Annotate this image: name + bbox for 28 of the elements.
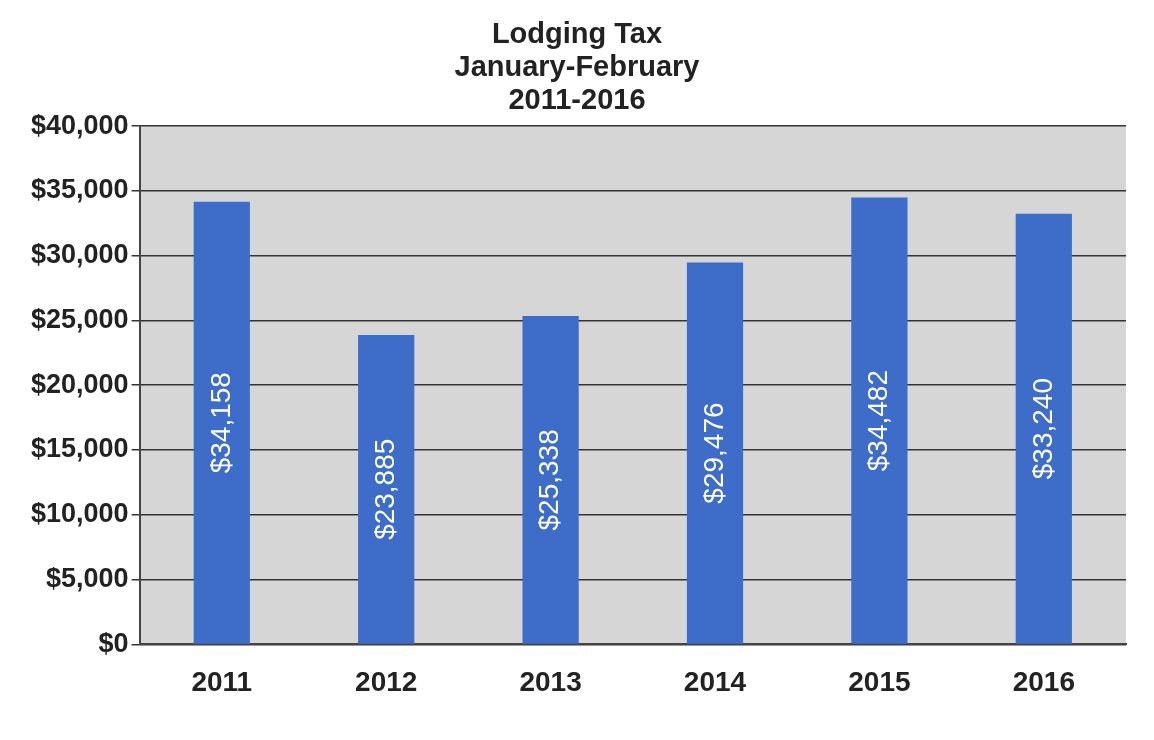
data-label: $34,482 bbox=[862, 369, 894, 472]
x-tick-label: 2013 bbox=[519, 665, 582, 697]
data-label: $34,158 bbox=[204, 372, 236, 474]
x-tick-label: 2011 bbox=[191, 665, 253, 697]
bar bbox=[522, 316, 579, 644]
y-tick-label: $0 bbox=[98, 627, 129, 658]
y-tick-label: $15,000 bbox=[30, 433, 129, 464]
data-label: $29,476 bbox=[697, 402, 729, 504]
chart-title: Lodging Tax January-February 2011-2016 bbox=[454, 16, 700, 116]
bar bbox=[686, 262, 744, 644]
bar bbox=[1015, 213, 1072, 644]
data-label: $33,240 bbox=[1026, 378, 1058, 480]
data-label: $23,885 bbox=[368, 438, 400, 540]
bar bbox=[193, 201, 250, 644]
bar bbox=[358, 334, 415, 644]
x-tick-label: 2012 bbox=[355, 665, 418, 697]
x-tick-label: 2014 bbox=[683, 665, 747, 697]
y-tick-label: $20,000 bbox=[30, 368, 129, 399]
y-tick-label: $40,000 bbox=[30, 109, 129, 140]
bar bbox=[851, 197, 908, 644]
x-tick-label: 2015 bbox=[848, 665, 911, 697]
y-tick-label: $10,000 bbox=[30, 498, 129, 529]
y-tick-label: $25,000 bbox=[30, 303, 129, 334]
x-tick-label: 2016 bbox=[1012, 665, 1075, 697]
y-tick-label: $5,000 bbox=[46, 563, 129, 594]
data-label: $25,338 bbox=[533, 429, 565, 531]
y-tick-label: $30,000 bbox=[30, 239, 129, 270]
y-tick-label: $35,000 bbox=[30, 174, 129, 205]
